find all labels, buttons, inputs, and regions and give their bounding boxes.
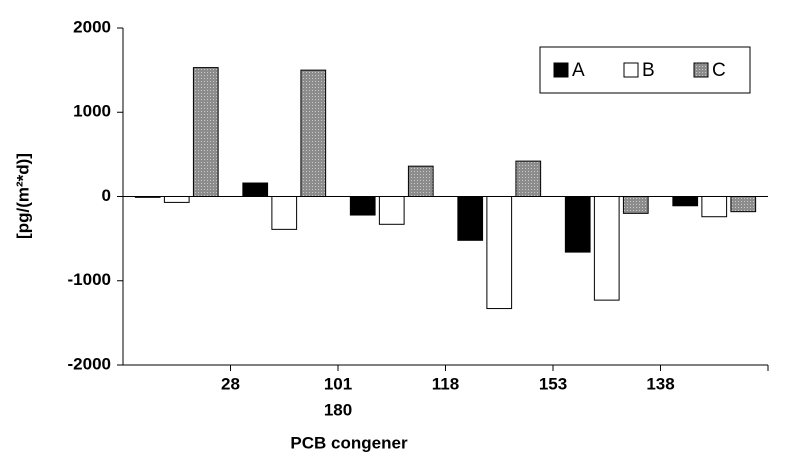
bar bbox=[134, 196, 161, 198]
bar bbox=[515, 160, 542, 198]
bar bbox=[701, 196, 728, 218]
x-tick-label: 180 bbox=[324, 400, 352, 419]
bar bbox=[242, 182, 269, 198]
y-tick-label: 2000 bbox=[73, 17, 111, 36]
bar bbox=[622, 196, 649, 214]
legend-swatch bbox=[553, 62, 569, 78]
x-tick-label: 118 bbox=[432, 374, 459, 393]
y-axis-label: [pg/(m²*d)] bbox=[13, 153, 32, 239]
y-tick-label: 1000 bbox=[73, 102, 111, 121]
bar bbox=[486, 196, 513, 310]
legend-label: B bbox=[642, 60, 655, 81]
bar bbox=[378, 196, 405, 225]
bar bbox=[349, 196, 376, 216]
legend-box bbox=[539, 46, 751, 94]
x-tick-label: 153 bbox=[539, 374, 567, 393]
bar bbox=[457, 196, 484, 241]
y-tick-label: 0 bbox=[102, 186, 111, 205]
bar bbox=[271, 196, 298, 230]
bar bbox=[300, 69, 327, 197]
y-tick-label: -2000 bbox=[68, 354, 111, 373]
bar bbox=[407, 165, 434, 197]
bar bbox=[593, 196, 620, 301]
legend-swatch bbox=[693, 62, 709, 78]
bar bbox=[564, 196, 591, 253]
x-axis-label: PCB congener bbox=[290, 433, 408, 452]
x-tick-label: 138 bbox=[646, 374, 674, 393]
legend-swatch bbox=[623, 62, 639, 78]
x-tick-label: 28 bbox=[221, 374, 240, 393]
x-tick-label: 101 bbox=[324, 374, 352, 393]
y-tick-label: -1000 bbox=[68, 270, 111, 289]
bar bbox=[192, 67, 219, 197]
legend-label: A bbox=[572, 60, 585, 81]
legend-label: C bbox=[712, 60, 726, 81]
bar bbox=[672, 196, 699, 207]
bar bbox=[163, 196, 190, 203]
bar bbox=[730, 196, 757, 213]
